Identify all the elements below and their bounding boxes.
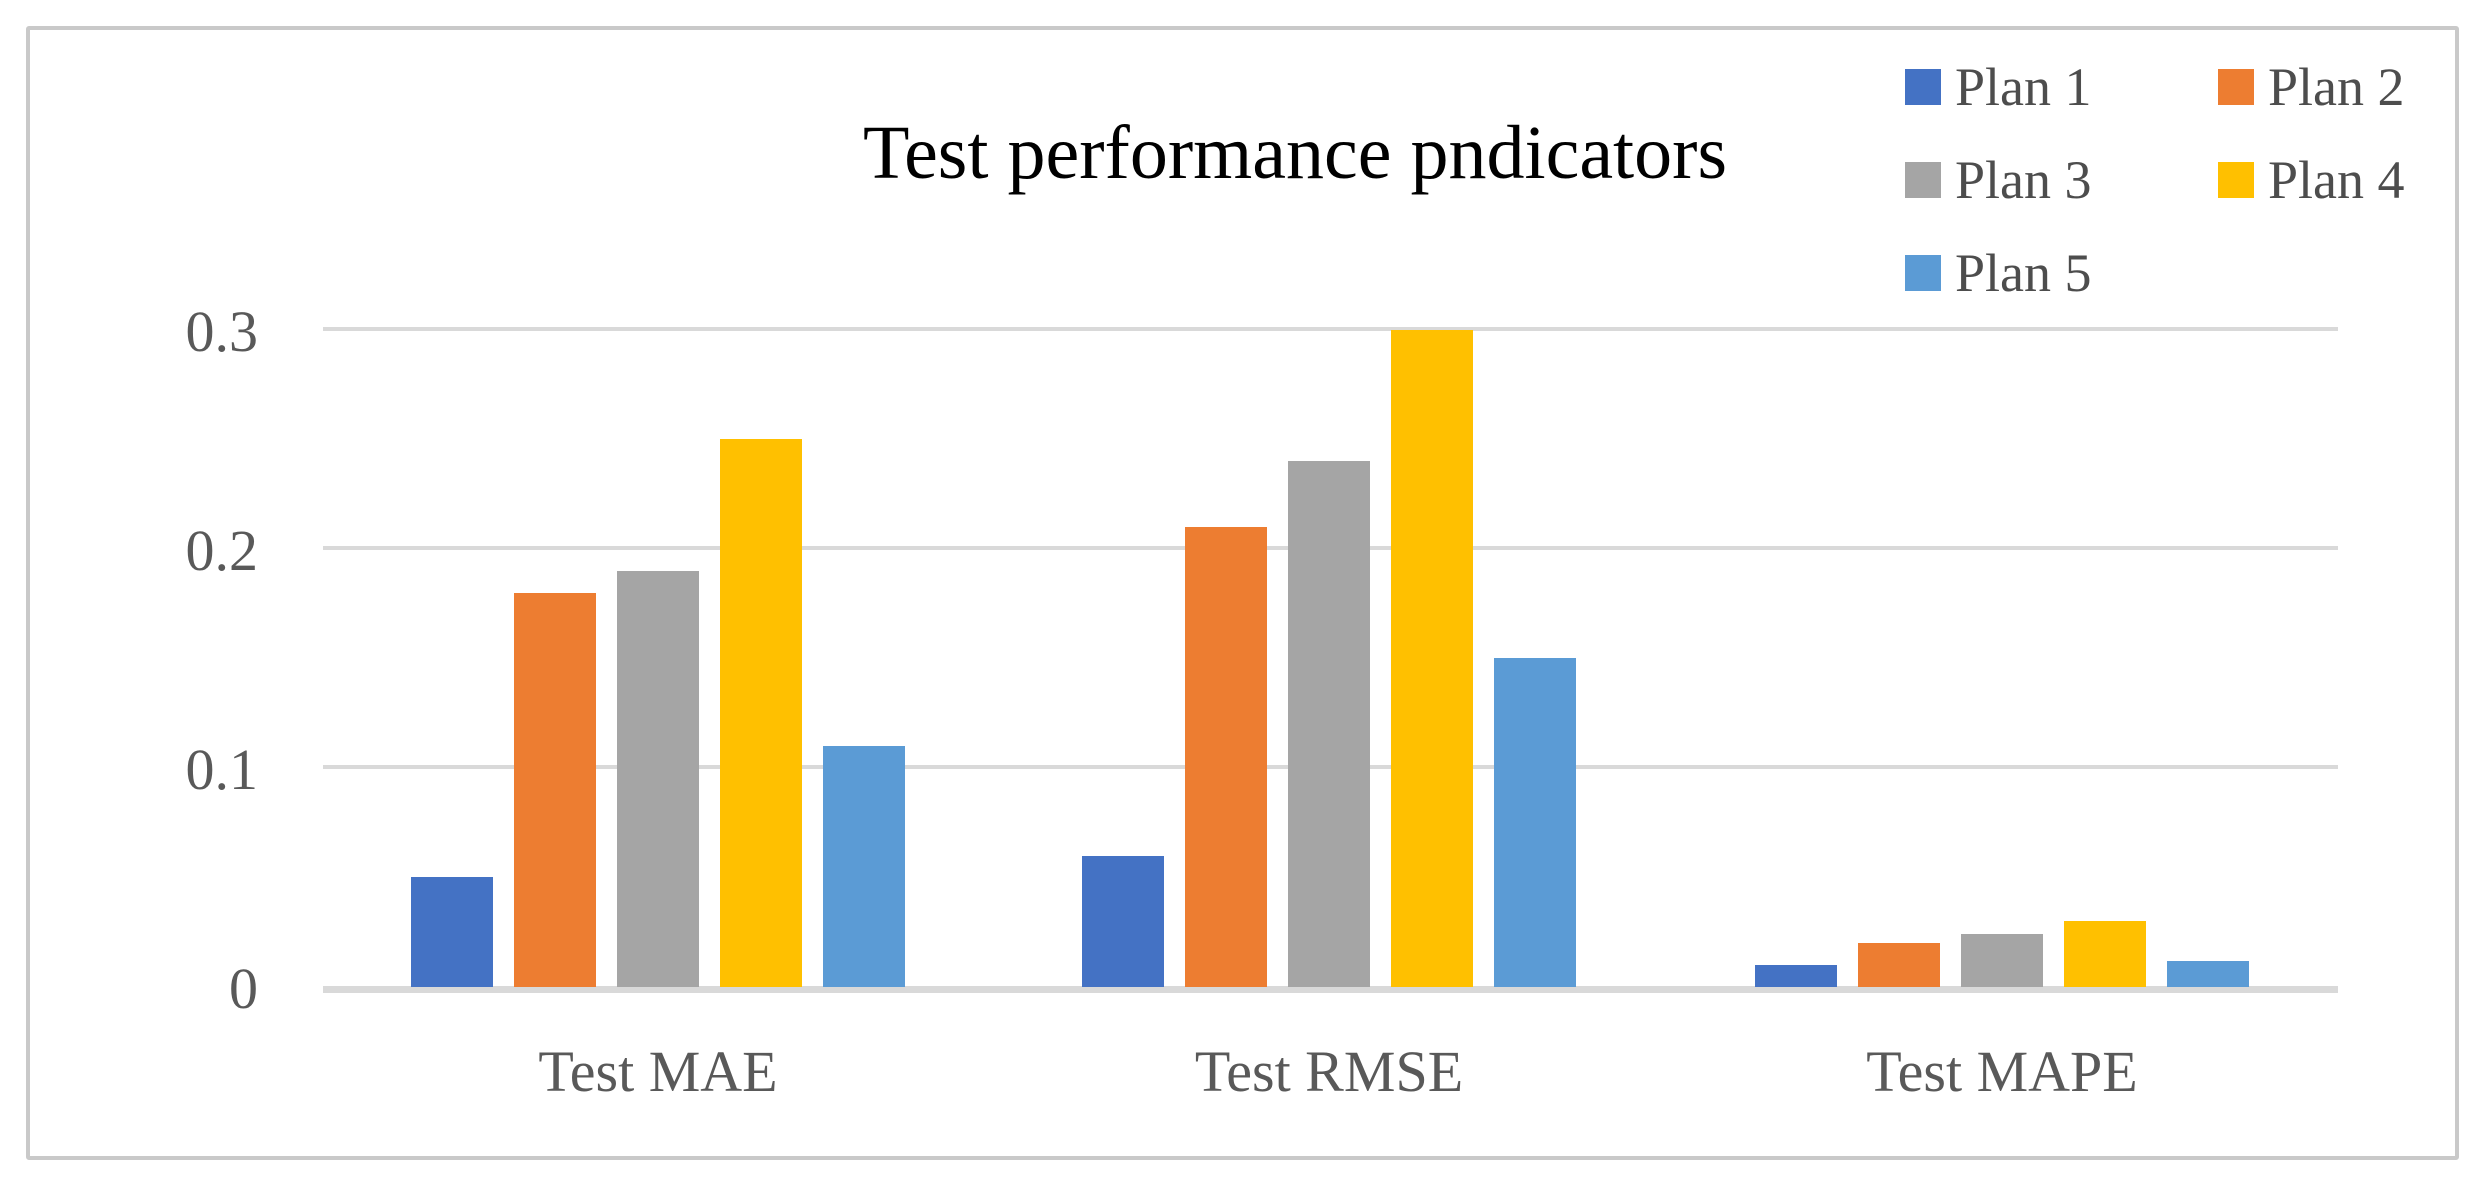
category-label-test-rmse: Test RMSE: [1194, 1039, 1464, 1104]
legend-entry-plan-4: Plan 4: [2218, 153, 2405, 207]
legend-swatch-plan-3: [1905, 162, 1941, 198]
y-tick-label-0.3: 0.3: [185, 299, 259, 364]
bar-plan-3-test-mae: [617, 571, 699, 987]
bar-plan-3-test-rmse: [1288, 461, 1370, 987]
category-label-test-mape: Test MAPE: [1866, 1039, 2138, 1104]
bar-plan-5-test-mape: [2167, 961, 2249, 987]
bar-plan-1-test-mape: [1755, 965, 1837, 987]
legend-swatch-plan-1: [1905, 69, 1941, 105]
legend-entry-plan-2: Plan 2: [2218, 60, 2405, 114]
bar-plan-4-test-rmse: [1391, 330, 1473, 987]
bar-plan-1-test-rmse: [1082, 856, 1164, 987]
gridline-0.3: [323, 327, 2338, 331]
legend-swatch-plan-4: [2218, 162, 2254, 198]
legend-swatch-plan-2: [2218, 69, 2254, 105]
bar-plan-1-test-mae: [411, 877, 493, 987]
bar-plan-3-test-mape: [1961, 934, 2043, 987]
legend-entry-plan-5: Plan 5: [1905, 246, 2092, 300]
legend-label-plan-1: Plan 1: [1955, 57, 2092, 117]
bar-plan-5-test-rmse: [1494, 658, 1576, 987]
legend-entry-plan-3: Plan 3: [1905, 153, 2092, 207]
bar-plan-5-test-mae: [823, 746, 905, 987]
legend-label-plan-4: Plan 4: [2268, 150, 2405, 210]
legend-label-plan-3: Plan 3: [1955, 150, 2092, 210]
bar-plan-2-test-mae: [514, 593, 596, 987]
x-axis-line: [323, 986, 2338, 993]
legend-swatch-plan-5: [1905, 255, 1941, 291]
bar-plan-4-test-mape: [2064, 921, 2146, 987]
chart-title: Test performance pndicators: [862, 111, 1728, 195]
bar-plan-4-test-mae: [720, 439, 802, 987]
bar-plan-2-test-rmse: [1185, 527, 1267, 987]
y-tick-label-0.2: 0.2: [185, 518, 259, 583]
category-label-test-mae: Test MAE: [538, 1039, 778, 1104]
bar-plan-2-test-mape: [1858, 943, 1940, 987]
legend-entry-plan-1: Plan 1: [1905, 60, 2092, 114]
legend-label-plan-5: Plan 5: [1955, 243, 2092, 303]
y-tick-label-0: 0: [229, 956, 258, 1021]
legend-label-plan-2: Plan 2: [2268, 57, 2405, 117]
y-tick-label-0.1: 0.1: [185, 737, 259, 802]
